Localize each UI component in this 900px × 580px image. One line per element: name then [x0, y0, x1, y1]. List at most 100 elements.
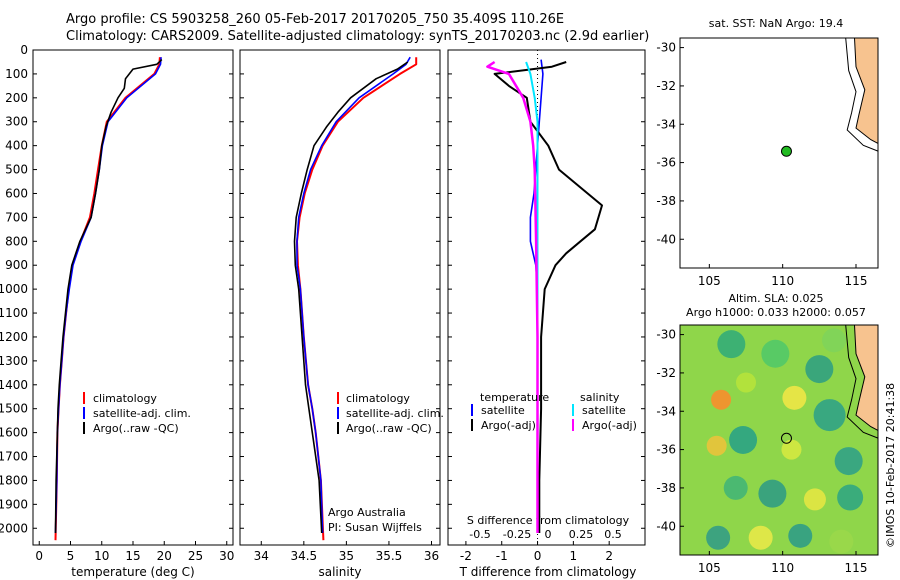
- temperature-xtick-label: 30: [219, 549, 234, 563]
- sla_map-float-position-marker: [780, 432, 792, 444]
- depth-tick-label: 1300: [0, 354, 28, 368]
- sla_map-anomaly-blob: [837, 484, 864, 511]
- salinity-legend-label: Argo(..raw -QC): [346, 422, 432, 435]
- sla_map-anomaly-blob: [711, 389, 732, 410]
- salinity-series-satellite-adj-clim-: [296, 56, 411, 534]
- difference-legend-header-salinity: salinity: [580, 391, 620, 404]
- salinity-xtick-label: 35: [339, 549, 354, 563]
- sst_map-shelf-contour: [845, 37, 879, 152]
- sst_map-ytick-label: -32: [656, 79, 676, 93]
- temperature-xtick-label: 5: [67, 549, 75, 563]
- sst_map-ytick-label: -38: [656, 194, 676, 208]
- sst_map-ytick-label: -30: [656, 41, 676, 55]
- salinity-series-argo-raw-qc-: [293, 61, 409, 534]
- difference-axes-frame: [447, 49, 646, 546]
- sla_map-anomaly-blob: [813, 399, 846, 432]
- depth-tick-label: 1500: [0, 402, 28, 416]
- sla_map-anomaly-blob: [758, 479, 787, 508]
- sst-map-title: sat. SST: NaN Argo: 19.4: [709, 17, 843, 30]
- depth-tick-label: 700: [5, 210, 28, 224]
- sla_map-anomaly-blob: [829, 529, 854, 554]
- salinity-xtick-label: 35.5: [376, 549, 403, 563]
- temperature-xtick-label: 25: [188, 549, 203, 563]
- sst_map-frame: [679, 37, 879, 269]
- depth-tick-label: 100: [5, 67, 28, 81]
- difference-top-label: S difference from climatology: [467, 514, 630, 527]
- salinity-axes-frame: [239, 49, 441, 546]
- salinity-xlabel: salinity: [318, 565, 361, 579]
- sst_map-float-position-marker: [780, 145, 792, 157]
- difference-legend-label: satellite: [481, 404, 525, 417]
- sla_map-anomaly-blob: [748, 525, 773, 550]
- depth-tick-label: 1700: [0, 450, 28, 464]
- salinity-legend-label: climatology: [346, 392, 410, 405]
- sla_map-anomaly-blob: [788, 523, 813, 548]
- temperature-xtick-label: 0: [35, 549, 43, 563]
- salinity-xtick-label: 36: [424, 549, 439, 563]
- salinity-legend-label: satellite-adj. clim.: [346, 407, 444, 420]
- depth-tick-label: 1400: [0, 378, 28, 392]
- difference-top-tick-label: -0.5: [469, 528, 490, 541]
- difference-top-tick-label: 0: [545, 528, 552, 541]
- salinity-xtick-label: 34.5: [290, 549, 317, 563]
- sla_map-anomaly-blob: [782, 385, 807, 410]
- difference-legend-label: Argo(-adj): [481, 419, 536, 432]
- sla_map-anomaly-blob: [781, 439, 802, 460]
- sla-map-title-line1: Altim. SLA: 0.025: [728, 292, 823, 305]
- sla_map-anomaly-blob: [761, 339, 790, 368]
- salinity-annotation-line2: PI: Susan Wijffels: [328, 521, 422, 534]
- salinity-annotation-line1: Argo Australia: [328, 506, 406, 519]
- temperature-legend-label: Argo(..raw -QC): [93, 422, 179, 435]
- sla_map-group: [679, 324, 879, 556]
- sla_map-ytick-label: -30: [656, 328, 676, 342]
- sla_map-anomaly-blob: [717, 330, 746, 359]
- sla_map-anomaly-blob: [805, 355, 834, 384]
- temperature-xtick-label: 20: [157, 549, 172, 563]
- depth-tick-label: 1600: [0, 426, 28, 440]
- sla_map-shelf-contour: [845, 324, 879, 439]
- sla_map-anomaly-blob: [834, 447, 863, 476]
- depth-tick-label: 200: [5, 91, 28, 105]
- sla_map-anomaly-blob: [822, 328, 846, 353]
- temperature-series-argo-raw-qc-: [54, 59, 163, 534]
- depth-tick-label: 500: [5, 163, 28, 177]
- difference-xtick-label: 2: [605, 549, 613, 563]
- sla_map-ytick-label: -38: [656, 481, 676, 495]
- sst_map-xtick-label: 110: [771, 274, 794, 288]
- difference-legend-label: Argo(-adj): [582, 419, 637, 432]
- difference-top-tick-label: 0.5: [604, 528, 622, 541]
- difference-xtick-label: 1: [570, 549, 578, 563]
- depth-tick-label: 0: [20, 43, 28, 57]
- sla_map-anomaly-blob: [729, 426, 758, 454]
- sst_map-land: [853, 37, 879, 145]
- temperature-xtick-label: 10: [94, 549, 109, 563]
- sst_map-ytick-label: -40: [656, 232, 676, 246]
- difference-xlabel: T difference from climatology: [459, 565, 637, 579]
- sla-map-title-line2: Argo h1000: 0.033 h2000: 0.057: [686, 306, 866, 319]
- depth-tick-label: 900: [5, 258, 28, 272]
- sla_map-land: [853, 324, 879, 432]
- difference-xtick-label: -2: [460, 549, 472, 563]
- depth-tick-label: 1200: [0, 330, 28, 344]
- difference-series-t-argo-adj-: [493, 61, 603, 533]
- depth-tick-label: 300: [5, 115, 28, 129]
- sla_map-ytick-label: -36: [656, 443, 676, 457]
- salinity-xtick-label: 34: [254, 549, 269, 563]
- sla_map-xtick-label: 105: [698, 561, 721, 575]
- temperature-axes-frame: [32, 49, 234, 546]
- depth-tick-label: 800: [5, 234, 28, 248]
- difference-top-tick-label: 0.25: [569, 528, 594, 541]
- sla_map-anomaly-blob: [706, 435, 727, 456]
- depth-tick-label: 400: [5, 139, 28, 153]
- sla_map-frame: [679, 324, 879, 556]
- depth-tick-label: 1800: [0, 473, 28, 487]
- temperature-legend-label: satellite-adj. clim.: [93, 407, 191, 420]
- depth-tick-label: 1900: [0, 497, 28, 511]
- sla_map-anomaly-blob: [803, 488, 826, 511]
- sla_map-anomaly-blob: [723, 475, 748, 500]
- sla_map-ytick-label: -32: [656, 366, 676, 380]
- difference-legend-label: satellite: [582, 404, 626, 417]
- depth-tick-label: 1000: [0, 282, 28, 296]
- sla_map-anomaly-blob: [736, 372, 756, 393]
